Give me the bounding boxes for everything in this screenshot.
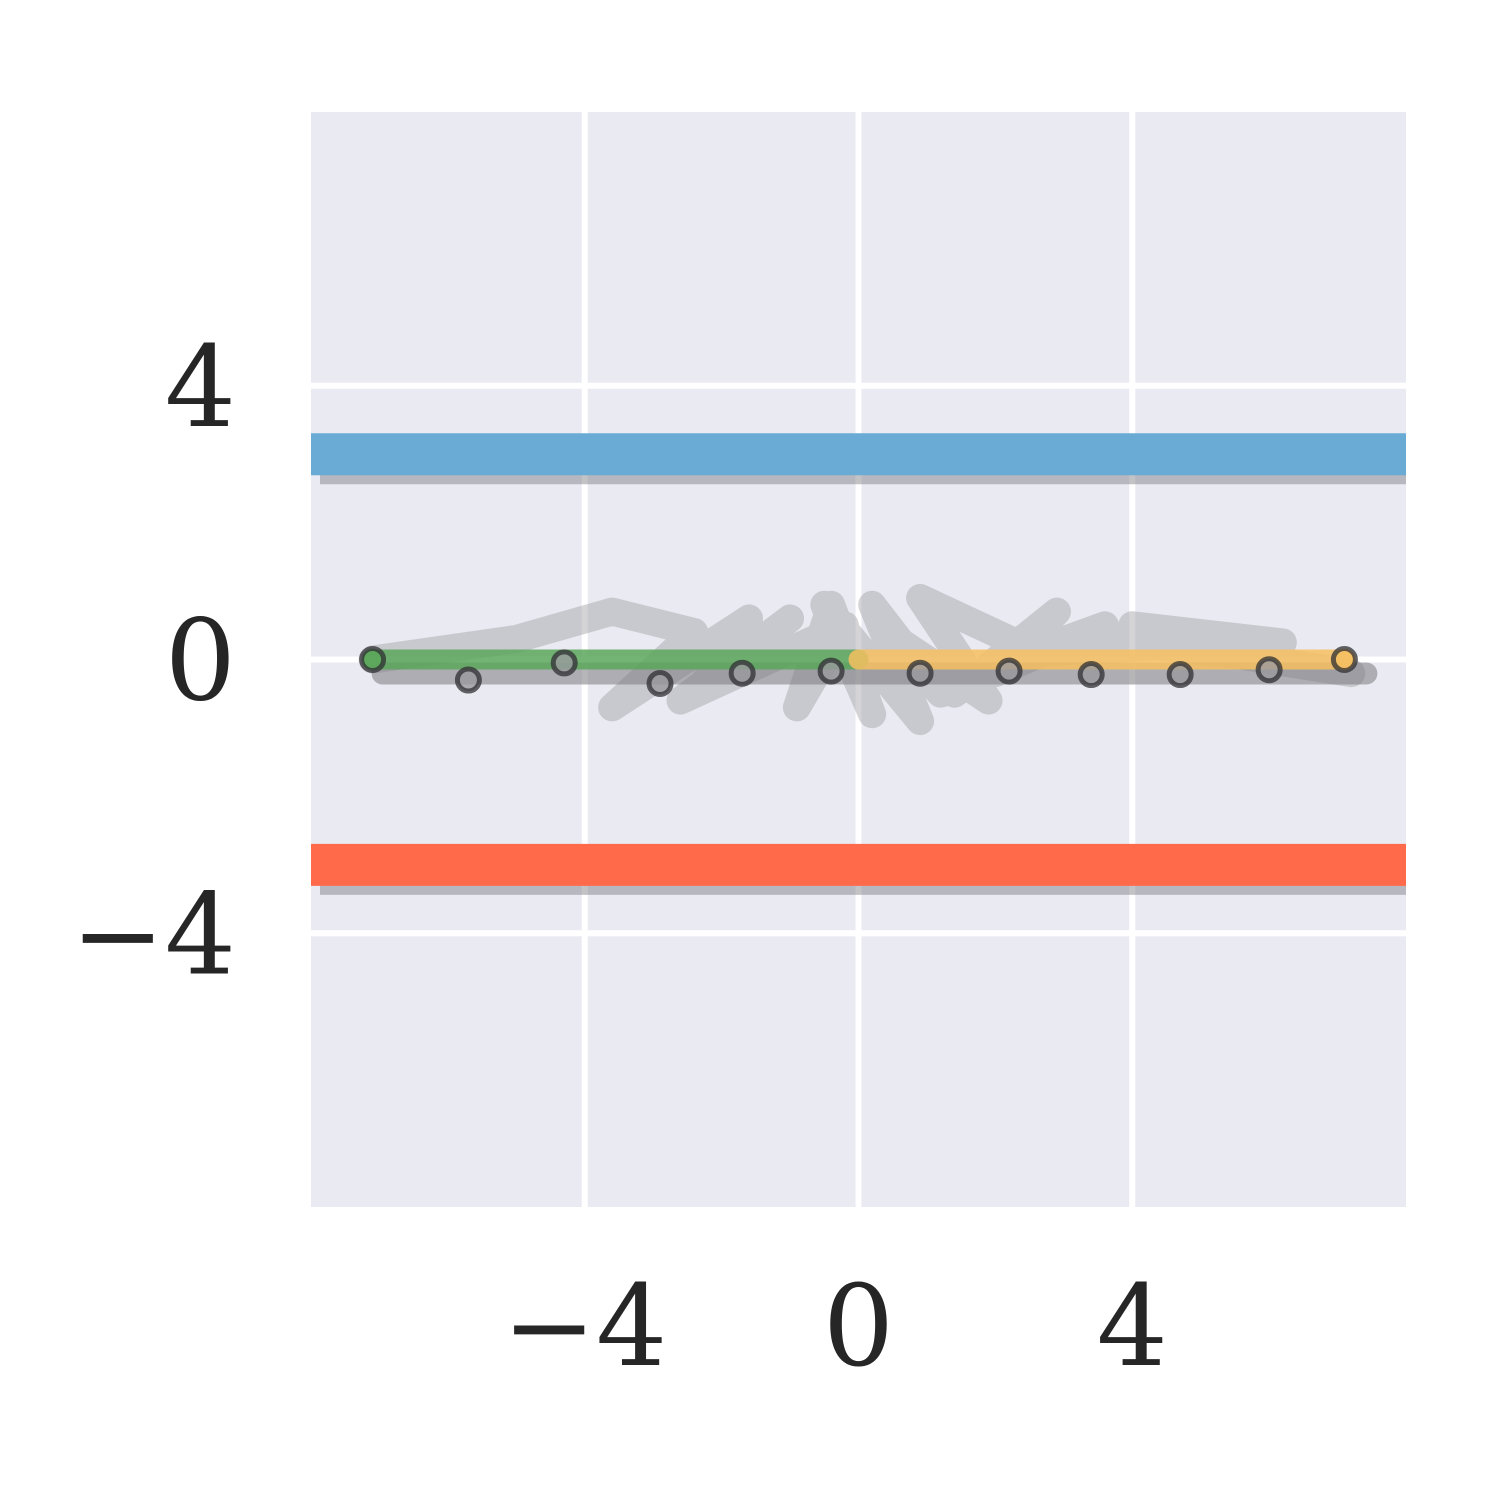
point-11 bbox=[1330, 646, 1358, 673]
gray-path-layer bbox=[358, 583, 1366, 736]
point-8 bbox=[1077, 661, 1105, 689]
point-7 bbox=[995, 657, 1023, 685]
y-tick-label-1: 0 bbox=[165, 597, 236, 727]
gray-path bbox=[358, 583, 1366, 736]
point-layer bbox=[359, 646, 1358, 697]
segment-layer bbox=[362, 649, 1378, 685]
point-10 bbox=[1255, 656, 1283, 684]
point-1 bbox=[454, 666, 482, 694]
y-tick-label-0: 4 bbox=[165, 323, 236, 453]
point-4 bbox=[728, 659, 756, 687]
x-tick-label-1: 0 bbox=[823, 1262, 894, 1392]
y-tick-label-2: −4 bbox=[71, 870, 236, 1000]
point-9 bbox=[1166, 661, 1194, 689]
point-2 bbox=[550, 649, 578, 677]
horizontal-bands bbox=[311, 433, 1406, 895]
point-0 bbox=[359, 646, 387, 673]
y-tick-labels: 4 0 −4 bbox=[71, 323, 236, 1001]
point-3 bbox=[646, 669, 674, 697]
point-6 bbox=[906, 659, 934, 687]
x-tick-labels: −4 0 4 bbox=[502, 1262, 1168, 1392]
point-5 bbox=[817, 657, 845, 685]
x-tick-label-2: 4 bbox=[1097, 1262, 1168, 1392]
x-tick-label-0: −4 bbox=[502, 1262, 667, 1392]
